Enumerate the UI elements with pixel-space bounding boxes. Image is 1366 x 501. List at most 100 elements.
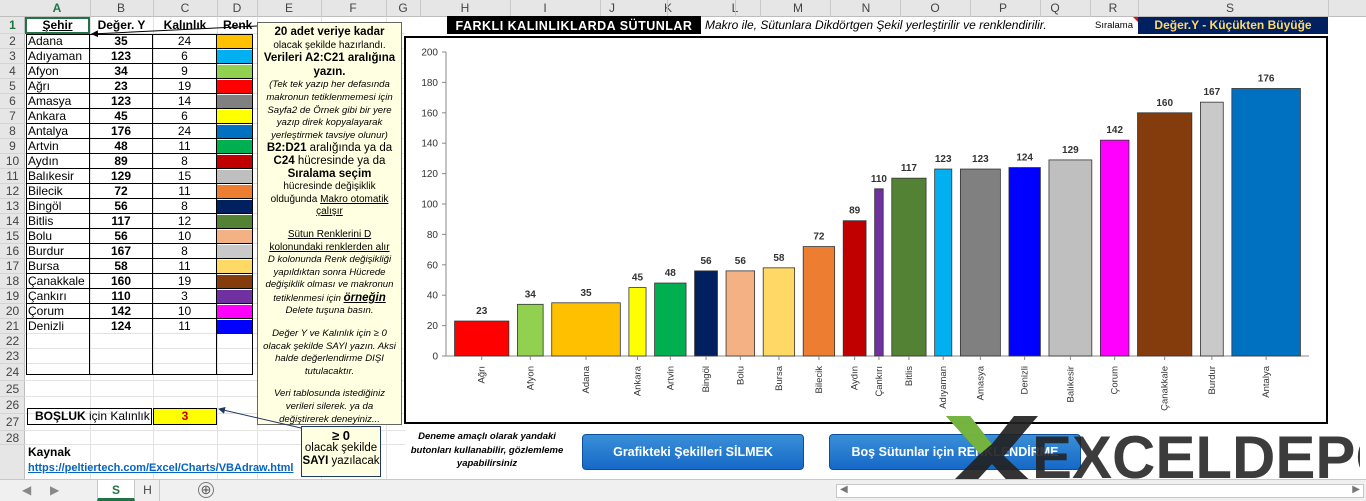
table-cell-value[interactable]: 129 [110,169,132,183]
table-cell-thickness[interactable]: 8 [181,199,188,213]
table-cell-value[interactable]: 123 [110,94,132,108]
table-cell-thickness[interactable]: 11 [178,139,191,153]
table-cell-city[interactable]: Adıyaman [28,49,83,63]
table-cell-city[interactable]: Ankara [28,109,67,123]
table-cell-color-swatch[interactable] [217,50,253,64]
source-link[interactable]: https://peltiertech.com/Excel/Charts/VBA… [28,462,294,474]
bosluk-value-cell[interactable]: 3 [153,408,217,425]
table-cell-color-swatch[interactable] [217,110,253,124]
table-cell-value[interactable]: 124 [110,319,132,333]
row-header-6[interactable]: 6 [0,94,25,109]
table-cell-city[interactable]: Adana [28,34,63,48]
table-cell-color-swatch[interactable] [217,35,253,49]
table-cell-city[interactable]: Aydın [28,154,59,168]
sheet-tab-s[interactable]: S [97,480,135,501]
column-header-q[interactable]: Q [1050,1,1060,15]
column-header-o[interactable]: O [930,1,940,15]
table-cell-value[interactable]: 45 [114,109,128,123]
table-cell-value[interactable]: 48 [114,139,128,153]
table-cell-value[interactable]: 23 [114,79,128,93]
column-header-m[interactable]: M [793,1,803,15]
table-cell-city[interactable]: Burdur [28,244,65,258]
row-header-18[interactable]: 18 [0,274,25,289]
table-cell-thickness[interactable]: 10 [177,304,192,318]
table-cell-value[interactable]: 123 [110,49,132,63]
table-cell-color-swatch[interactable] [217,200,253,214]
scroll-right-icon[interactable]: ▶ [1352,484,1360,495]
table-cell-thickness[interactable]: 11 [178,259,191,273]
header-cell-sehir[interactable]: Şehir [25,17,90,34]
table-cell-color-swatch[interactable] [217,140,253,154]
table-cell-city[interactable]: Bitlis [28,214,54,228]
table-cell-color-swatch[interactable] [217,215,253,229]
table-cell-thickness[interactable]: 6 [181,109,188,123]
column-header-j[interactable]: J [609,1,615,15]
table-cell-thickness[interactable]: 12 [177,214,192,228]
sheet-tab-h[interactable]: H [136,480,160,501]
row-header-16[interactable]: 16 [0,244,25,259]
column-header-n[interactable]: N [861,1,871,15]
table-cell-value[interactable]: 167 [110,244,132,258]
table-cell-thickness[interactable]: 15 [177,169,192,183]
row-header-19[interactable]: 19 [0,289,25,304]
table-cell-city[interactable]: Bilecik [28,184,63,198]
next-sheet-icon[interactable]: ▶ [50,483,60,497]
table-cell-value[interactable]: 117 [111,214,131,228]
column-header-p[interactable]: P [998,1,1007,15]
table-cell-city[interactable]: Afyon [28,64,59,78]
table-cell-city[interactable]: Çankırı [28,289,67,303]
column-header-h[interactable]: H [460,1,470,15]
table-cell-color-swatch[interactable] [217,170,253,184]
table-cell-value[interactable]: 176 [110,124,132,138]
table-cell-city[interactable]: Denizli [28,319,65,333]
table-cell-value[interactable]: 58 [114,259,128,273]
row-header-22[interactable]: 22 [0,334,25,349]
row-header-2[interactable]: 2 [0,34,25,49]
table-cell-color-swatch[interactable] [217,95,253,109]
table-cell-value[interactable]: 35 [114,34,128,48]
row-header-26[interactable]: 26 [0,397,25,414]
table-cell-value[interactable]: 89 [114,154,128,168]
row-header-10[interactable]: 10 [0,154,25,169]
table-cell-thickness[interactable]: 9 [181,64,188,78]
table-cell-color-swatch[interactable] [217,125,253,139]
header-cell-deger[interactable]: Değer. Y [97,18,146,32]
row-header-12[interactable]: 12 [0,184,25,199]
table-cell-color-swatch[interactable] [217,320,253,334]
table-cell-thickness[interactable]: 19 [177,79,192,93]
table-cell-city[interactable]: Çanakkale [28,274,85,288]
row-header-8[interactable]: 8 [0,124,25,139]
table-cell-thickness[interactable]: 6 [181,49,188,63]
header-cell-renk[interactable]: Renk [223,18,253,32]
table-cell-color-swatch[interactable] [217,155,253,169]
horizontal-scrollbar[interactable]: ◀ ▶ [836,484,1364,498]
table-cell-city[interactable]: Bursa [28,259,60,273]
table-cell-thickness[interactable]: 24 [177,34,192,48]
table-cell-city[interactable]: Antalya [28,124,69,138]
scroll-left-icon[interactable]: ◀ [840,484,848,495]
row-header-5[interactable]: 5 [0,79,25,94]
table-cell-color-swatch[interactable] [217,65,253,79]
table-cell-thickness[interactable]: 3 [181,289,188,303]
column-header-d[interactable]: D [232,1,242,15]
row-header-27[interactable]: 27 [0,414,25,431]
column-header-f[interactable]: F [349,1,357,15]
table-cell-value[interactable]: 56 [114,199,128,213]
column-header-c[interactable]: C [180,1,190,15]
table-cell-color-swatch[interactable] [217,80,253,94]
column-header-i[interactable]: I [543,1,547,15]
table-cell-color-swatch[interactable] [217,260,253,274]
prev-sheet-icon[interactable]: ◀ [22,483,32,497]
row-header-9[interactable]: 9 [0,139,25,154]
table-cell-value[interactable]: 110 [111,289,131,303]
column-header-r[interactable]: R [1108,1,1118,15]
add-sheet-icon[interactable]: ⊕ [198,482,214,498]
column-header-e[interactable]: E [284,1,293,15]
table-cell-thickness[interactable]: 11 [178,184,191,198]
table-cell-city[interactable]: Ağrı [28,79,51,93]
table-cell-value[interactable]: 34 [114,64,128,78]
table-cell-thickness[interactable]: 11 [178,319,191,333]
table-cell-thickness[interactable]: 8 [181,154,188,168]
table-cell-city[interactable]: Artvin [28,139,59,153]
table-cell-color-swatch[interactable] [217,185,253,199]
